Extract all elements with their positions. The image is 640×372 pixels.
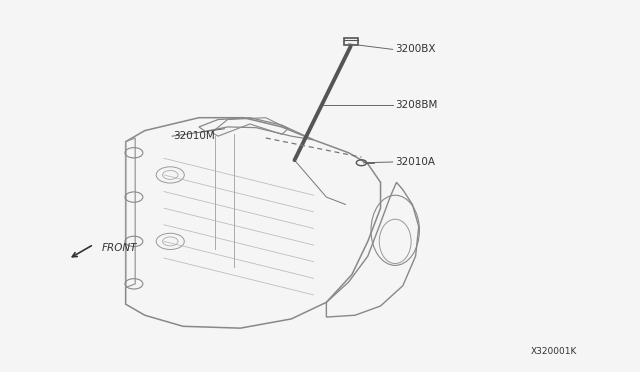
Text: FRONT: FRONT [102, 243, 138, 253]
Text: 3200BX: 3200BX [395, 44, 436, 54]
Bar [344, 38, 358, 45]
Text: X320001K: X320001K [531, 347, 577, 356]
Text: 32010A: 32010A [395, 157, 435, 167]
Text: 3208BM: 3208BM [395, 100, 438, 110]
Text: 32010M: 32010M [173, 131, 215, 141]
